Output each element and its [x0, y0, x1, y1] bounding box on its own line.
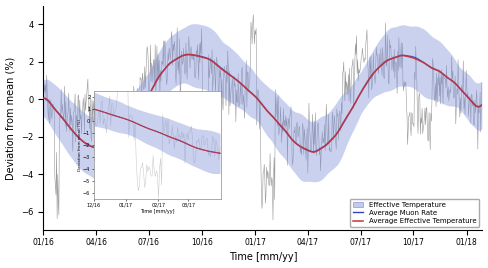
Y-axis label: Deviation from mean (%): Deviation from mean (%) [5, 56, 16, 180]
X-axis label: Time [mm/yy]: Time [mm/yy] [228, 252, 297, 262]
Legend: Effective Temperature, Average Muon Rate, Average Effective Temperature: Effective Temperature, Average Muon Rate… [350, 199, 479, 227]
